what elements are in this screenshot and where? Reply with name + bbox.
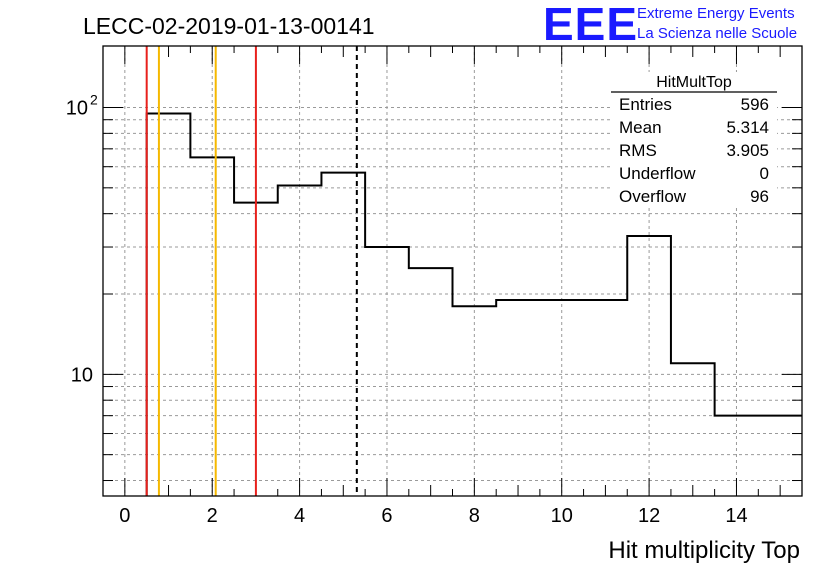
stats-row-value: 96 xyxy=(750,187,769,206)
x-tick-label: 4 xyxy=(294,505,305,527)
logo-line1: Extreme Energy Events xyxy=(637,5,795,22)
stats-row-value: 3.905 xyxy=(726,141,769,160)
stats-row-value: 596 xyxy=(741,95,769,114)
x-tick-label: 2 xyxy=(207,505,218,527)
x-axis-ticks: 0 2 4 6 8 10 12 14 xyxy=(119,505,747,527)
stats-box-background xyxy=(611,72,777,206)
marker-lines xyxy=(145,46,358,496)
histogram-outline xyxy=(145,112,802,496)
x-tick-label: 8 xyxy=(469,505,480,527)
stats-row-label: RMS xyxy=(619,141,657,160)
histogram-bars xyxy=(145,112,802,496)
x-tick-label: 6 xyxy=(381,505,392,527)
chart-title: LECC-02-2019-01-13-00141 xyxy=(83,13,375,39)
x-tick-label: 10 xyxy=(551,505,573,527)
stats-row-label: Overflow xyxy=(619,187,687,206)
stats-row-value: 0 xyxy=(760,164,769,183)
stats-box-title: HitMultTop xyxy=(656,74,732,91)
stats-row-value: 5.314 xyxy=(726,118,769,137)
eee-logo: EEE Extreme Energy Events La Scienza nel… xyxy=(543,0,797,50)
stats-row-label: Underflow xyxy=(619,164,696,183)
x-axis-label: Hit multiplicity Top xyxy=(608,537,800,564)
logo-mark: EEE xyxy=(543,0,638,50)
x-tick-label: 12 xyxy=(638,505,660,527)
y-tick-exponent: 2 xyxy=(90,91,98,107)
stats-row-label: Mean xyxy=(619,118,662,137)
x-tick-label: 14 xyxy=(725,505,747,527)
stats-row-label: Entries xyxy=(619,95,672,114)
plot-frame xyxy=(102,45,803,497)
x-tick-label: 0 xyxy=(119,505,130,527)
stats-box: HitMultTop Entries 596 Mean 5.314 RMS 3.905 Un… xyxy=(611,72,777,206)
y-tick-label: 10 xyxy=(66,97,88,119)
y-tick-label: 10 xyxy=(71,364,93,386)
logo-line2: La Scienza nelle Scuole xyxy=(637,25,797,42)
